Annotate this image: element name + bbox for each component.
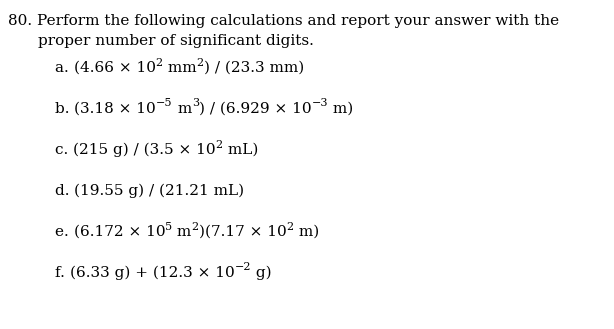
Text: (6.172 × 10: (6.172 × 10: [74, 225, 165, 239]
Text: d.: d.: [55, 184, 74, 198]
Text: 80. Perform the following calculations and report your answer with the: 80. Perform the following calculations a…: [8, 14, 559, 28]
Text: −5: −5: [156, 98, 173, 109]
Text: (215 g) / (3.5 × 10: (215 g) / (3.5 × 10: [73, 142, 216, 157]
Text: g): g): [251, 266, 271, 280]
Text: 2: 2: [192, 221, 199, 232]
Text: ) / (23.3 mm): ) / (23.3 mm): [203, 61, 304, 75]
Text: m): m): [293, 225, 319, 239]
Text: mL): mL): [223, 143, 258, 157]
Text: a.: a.: [55, 61, 74, 75]
Text: c.: c.: [55, 143, 73, 157]
Text: (3.18 × 10: (3.18 × 10: [74, 102, 156, 116]
Text: proper number of significant digits.: proper number of significant digits.: [38, 34, 314, 48]
Text: (19.55 g) / (21.21 mL): (19.55 g) / (21.21 mL): [74, 184, 244, 198]
Text: 3: 3: [192, 98, 199, 109]
Text: mm: mm: [163, 61, 196, 75]
Text: ) / (6.929 × 10: ) / (6.929 × 10: [199, 102, 312, 116]
Text: 2: 2: [196, 58, 203, 67]
Text: 2: 2: [287, 221, 293, 232]
Text: e.: e.: [55, 225, 74, 239]
Text: 2: 2: [155, 58, 163, 67]
Text: m: m: [173, 102, 192, 116]
Text: f.: f.: [55, 266, 70, 280]
Text: )(7.17 × 10: )(7.17 × 10: [199, 225, 287, 239]
Text: (6.33 g) + (12.3 × 10: (6.33 g) + (12.3 × 10: [70, 266, 235, 280]
Text: m: m: [173, 225, 192, 239]
Text: (4.66 × 10: (4.66 × 10: [74, 61, 155, 75]
Text: 5: 5: [165, 221, 173, 232]
Text: 2: 2: [216, 139, 223, 149]
Text: −3: −3: [312, 98, 328, 109]
Text: b.: b.: [55, 102, 74, 116]
Text: m): m): [328, 102, 354, 116]
Text: −2: −2: [235, 263, 251, 272]
